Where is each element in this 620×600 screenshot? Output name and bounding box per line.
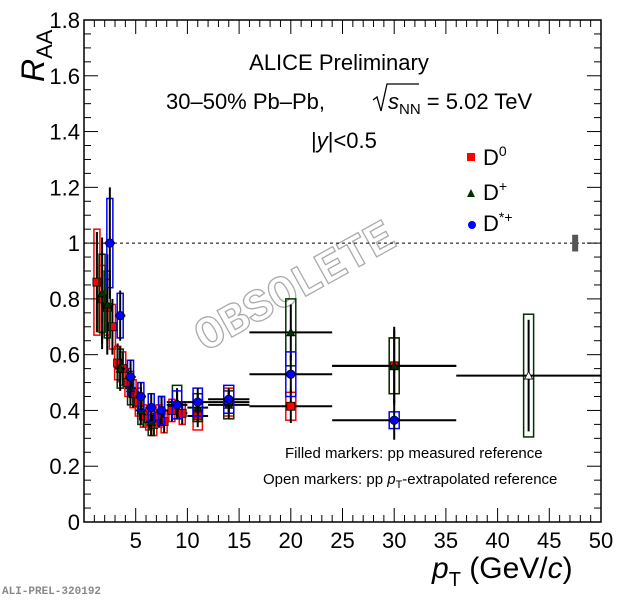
subtitle-sqrt-sub: NN [399, 101, 421, 118]
marker-circle [105, 238, 115, 248]
legend-label-dstar: D [483, 211, 499, 236]
x-axis-label-unit-pre: (GeV/ [461, 552, 548, 585]
legend-sup-dplus: + [499, 178, 507, 194]
marker-circle [389, 415, 399, 425]
y-axis-label: RAA [15, 29, 57, 82]
legend: D0 D+ D*+ [467, 143, 513, 236]
y-tick-label: 1.2 [49, 175, 80, 200]
marker-triangle [389, 360, 399, 370]
y-tick-label: 1.6 [49, 64, 80, 89]
legend-marker-circle [468, 221, 476, 229]
note-open-prefix: Open markers: pp [263, 471, 387, 488]
legend-sup-d0: 0 [499, 143, 507, 159]
x-tick-label: 15 [227, 528, 251, 553]
y-tick-label: 1.8 [49, 8, 80, 33]
legend-sup-dstar: *+ [499, 209, 513, 225]
note-open-p: p [386, 471, 395, 488]
x-axis-label-unit-post: ) [563, 552, 573, 585]
x-axis-label: pT (GeV/c) [431, 552, 573, 591]
x-tick-label: 30 [382, 528, 406, 553]
note-open-markers: Open markers: pp pT-extrapolated referen… [263, 471, 557, 491]
svg-text:D0: D0 [483, 143, 507, 170]
footer-id: ALI-PREL-320192 [2, 586, 101, 598]
marker-circle [125, 372, 136, 382]
legend-entry-dstar: D*+ [468, 209, 513, 236]
x-tick-label: 35 [434, 528, 458, 553]
y-axis-label-main: R [15, 59, 51, 82]
subtitle-sqrt-s: s [388, 89, 399, 114]
note-filled-markers: Filled markers: pp measured reference [285, 445, 543, 462]
rapidity-y: y [315, 128, 330, 153]
legend-label-dplus: D [483, 180, 499, 205]
subtitle-prefix: 30–50% Pb–Pb, [166, 89, 325, 114]
marker-triangle [523, 370, 534, 380]
chart-title: ALICE Preliminary [249, 50, 429, 75]
x-axis-label-unit-c: c [548, 552, 563, 585]
y-tick-label: 0.8 [49, 287, 80, 312]
chart-subtitle: 30–50% Pb–Pb, sNN = 5.02 TeV [166, 83, 533, 118]
x-axis-label-sub: T [449, 569, 461, 591]
marker-circle [224, 394, 234, 404]
marker-circle [136, 391, 146, 402]
legend-entry-dplus: D+ [467, 178, 507, 205]
y-tick-label: 0.2 [49, 454, 80, 479]
legend-entry-d0: D0 [467, 143, 507, 170]
note-open-sub: T [396, 479, 403, 491]
y-tick-label: 1.4 [49, 120, 80, 145]
legend-marker-square [467, 153, 475, 161]
y-tick-label: 0.6 [49, 343, 80, 368]
svg-text:D+: D+ [483, 178, 507, 205]
x-tick-label: 20 [279, 528, 303, 553]
y-axis-label-sub: AA [32, 29, 57, 59]
marker-circle [193, 397, 203, 407]
x-tick-label: 5 [130, 528, 142, 553]
y-tick-label: 0.4 [49, 398, 80, 423]
svg-text:30–50% Pb–Pb,: 30–50% Pb–Pb, [166, 89, 325, 114]
svg-text:D*+: D*+ [483, 209, 513, 236]
marker-triangle [115, 363, 125, 373]
svg-text:|y|<0.5: |y|<0.5 [311, 128, 377, 153]
x-tick-label: 40 [485, 528, 509, 553]
x-tick-label: 25 [330, 528, 354, 553]
rapidity-cut: |y|<0.5 [311, 128, 377, 153]
marker-triangle [102, 299, 112, 309]
marker-square [108, 322, 117, 332]
rapidity-cut-value: <0.5 [333, 128, 376, 153]
sqrt-sign [372, 83, 419, 112]
normalization-uncertainty-box [572, 234, 579, 252]
x-axis-label-p: p [431, 552, 449, 585]
x-tick-label: 10 [175, 528, 199, 553]
marker-triangle [286, 327, 296, 337]
note-open-post: -extrapolated reference [402, 471, 557, 488]
x-tick-label: 45 [537, 528, 561, 553]
marker-circle [115, 311, 125, 321]
series-D*+ [104, 187, 457, 440]
legend-marker-triangle [467, 189, 475, 197]
marker-circle [286, 369, 296, 379]
x-tick-label: 50 [589, 528, 613, 553]
legend-label-d0: D [483, 145, 499, 170]
y-tick-label: 0 [68, 510, 80, 535]
subtitle-value: = 5.02 TeV [421, 89, 533, 114]
svg-text:sNN = 5.02 TeV: sNN = 5.02 TeV [388, 89, 533, 118]
marker-circle [146, 403, 156, 413]
marker-circle [172, 400, 182, 410]
marker-circle [156, 405, 167, 416]
marker-square [286, 401, 296, 411]
marker-square [92, 277, 102, 287]
y-tick-label: 1 [68, 231, 80, 256]
